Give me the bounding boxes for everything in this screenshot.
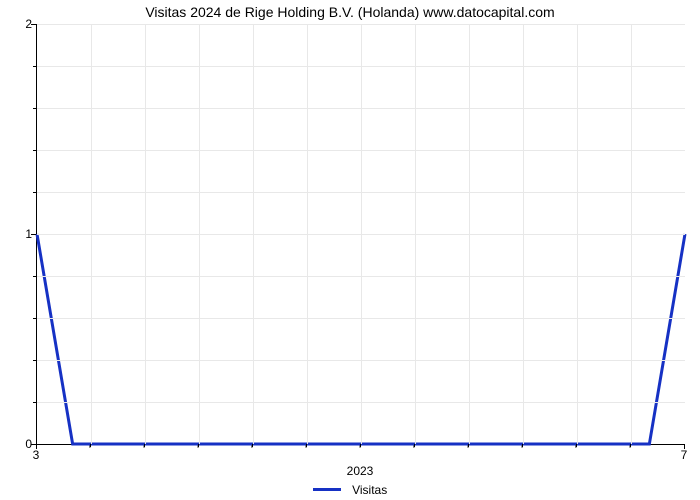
y-minor-tick xyxy=(33,360,36,361)
y-minor-tick xyxy=(33,192,36,193)
x-minor-apostrophe: ' xyxy=(521,444,523,456)
y-tick-label: 1 xyxy=(18,227,32,241)
x-tick-label: 7 xyxy=(681,448,688,462)
gridline-horizontal xyxy=(37,402,685,403)
plot-area xyxy=(36,24,685,445)
x-tick-label: 3 xyxy=(33,448,40,462)
gridline-horizontal xyxy=(37,192,685,193)
x-minor-apostrophe: ' xyxy=(629,444,631,456)
y-minor-tick xyxy=(33,402,36,403)
x-minor-apostrophe: ' xyxy=(143,444,145,456)
x-minor-apostrophe: ' xyxy=(305,444,307,456)
gridline-horizontal xyxy=(37,66,685,67)
y-tick-mark xyxy=(31,24,36,25)
y-minor-tick xyxy=(33,108,36,109)
x-minor-apostrophe: ' xyxy=(413,444,415,456)
gridline-horizontal xyxy=(37,108,685,109)
legend-swatch xyxy=(313,488,341,491)
x-tick-mark xyxy=(684,444,685,449)
y-tick-label: 2 xyxy=(18,17,32,31)
gridline-horizontal xyxy=(37,360,685,361)
gridline-horizontal xyxy=(37,24,685,25)
legend: Visitas xyxy=(0,482,700,497)
y-minor-tick xyxy=(33,276,36,277)
x-minor-apostrophe: ' xyxy=(575,444,577,456)
gridline-horizontal xyxy=(37,276,685,277)
x-minor-apostrophe: ' xyxy=(251,444,253,456)
x-minor-apostrophe: ' xyxy=(359,444,361,456)
legend-label: Visitas xyxy=(352,483,387,497)
chart-container: Visitas 2024 de Rige Holding B.V. (Holan… xyxy=(0,0,700,500)
y-tick-mark xyxy=(31,234,36,235)
y-tick-label: 0 xyxy=(18,437,32,451)
y-minor-tick xyxy=(33,66,36,67)
y-minor-tick xyxy=(33,318,36,319)
gridline-horizontal xyxy=(37,150,685,151)
x-minor-apostrophe: ' xyxy=(197,444,199,456)
x-tick-mark xyxy=(36,444,37,449)
chart-title: Visitas 2024 de Rige Holding B.V. (Holan… xyxy=(0,4,700,20)
gridline-horizontal xyxy=(37,234,685,235)
x-minor-apostrophe: ' xyxy=(89,444,91,456)
y-minor-tick xyxy=(33,150,36,151)
gridline-horizontal xyxy=(37,318,685,319)
x-axis-year-label: 2023 xyxy=(347,464,374,478)
x-minor-apostrophe: ' xyxy=(467,444,469,456)
